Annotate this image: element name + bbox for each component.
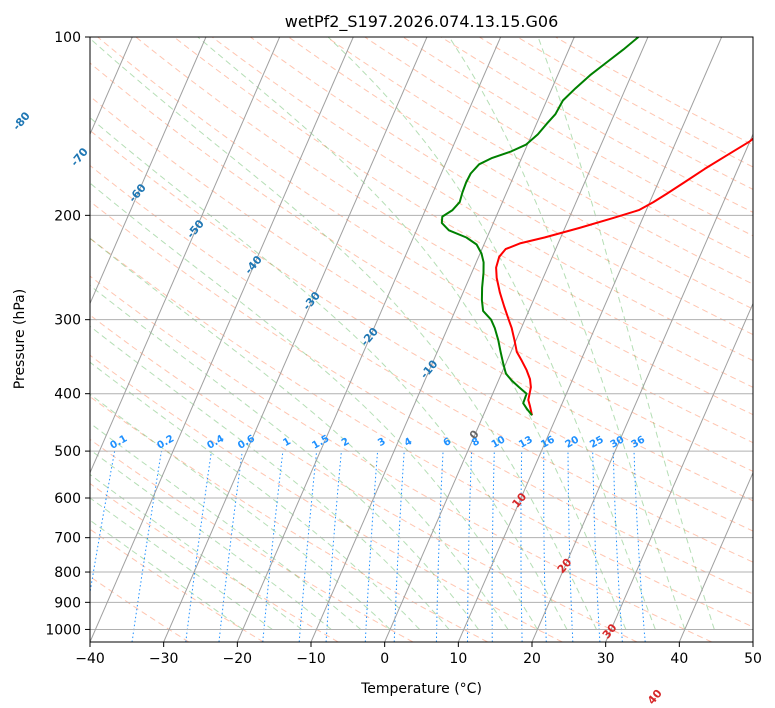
y-tick-label: 300	[54, 313, 81, 329]
x-tick-label: 20	[523, 651, 541, 667]
mixing-ratio-line	[325, 451, 342, 642]
moist-adiabat	[537, 37, 715, 630]
isotherm-gridline	[90, 37, 207, 305]
dewpoint-profile	[440, 37, 640, 416]
moist-adiabat	[90, 116, 568, 630]
y-tick-label: 500	[54, 444, 81, 460]
y-tick-label: 700	[54, 531, 81, 547]
x-tick-label: −20	[223, 651, 253, 667]
isotherm-gridline	[90, 37, 281, 474]
mixing-ratio-line	[262, 451, 284, 642]
dry-adiabat	[479, 37, 753, 190]
x-tick-label: 40	[670, 651, 688, 667]
moist-adiabat	[197, 37, 627, 630]
dry-adiabat	[90, 129, 753, 532]
mixing-ratio-line	[218, 451, 243, 642]
isotherm-gridline	[605, 302, 753, 642]
dry-adiabat	[90, 482, 339, 642]
mixing-ratio-line	[298, 451, 318, 642]
moist-adiabat	[90, 497, 273, 630]
x-tick-label: 10	[449, 651, 467, 667]
y-tick-label: 400	[54, 387, 81, 403]
y-axis-label: Pressure (hPa)	[12, 289, 28, 389]
moist-adiabat	[90, 237, 509, 630]
isotherm-gridline	[236, 37, 502, 642]
dry-adiabat	[90, 314, 638, 642]
mixing-ratio-label: 6	[442, 436, 454, 449]
moist-adiabat	[90, 449, 332, 630]
dry-adiabat	[364, 37, 753, 261]
y-tick-label: 800	[54, 565, 81, 581]
x-tick-label: −40	[75, 651, 105, 667]
dry-adiabat	[90, 164, 753, 563]
dry-adiabat	[250, 37, 753, 336]
x-tick-label: 50	[744, 651, 762, 667]
mixing-ratio-label: 8	[470, 436, 482, 449]
x-tick-label: −10	[296, 651, 326, 667]
chart-title: wetPf2_S197.2026.074.13.15.G06	[285, 12, 559, 32]
plot-frame	[89, 36, 754, 643]
moist-adiabat	[90, 361, 420, 630]
dry-adiabat	[288, 37, 753, 310]
isotherm-gridline	[310, 37, 575, 642]
moist-adiabat	[90, 182, 538, 630]
moist-adiabat	[327, 37, 656, 630]
y-tick-label: 1000	[45, 622, 81, 638]
isotherm-gridline	[90, 37, 354, 642]
moist-adiabat	[90, 422, 362, 630]
temperature-profile	[495, 137, 753, 416]
x-tick-label: −30	[149, 651, 179, 667]
isotherm-gridline	[531, 132, 753, 642]
y-tick-label: 600	[54, 491, 81, 507]
x-axis-label: Temperature (°C)	[360, 681, 482, 697]
x-tick-label: 0	[380, 651, 389, 667]
isotherm-gridline	[163, 37, 428, 642]
mixing-ratio-label: 2	[340, 436, 352, 449]
dry-adiabat	[440, 37, 753, 213]
dry-adiabat	[90, 200, 753, 595]
y-tick-label: 100	[54, 30, 81, 46]
moist-adiabat	[90, 37, 597, 630]
mixing-ratio-label: 4	[403, 436, 415, 449]
isotherm-gridline	[384, 37, 649, 642]
mixing-ratio-label: 1	[281, 436, 293, 449]
dry-adiabat	[90, 62, 753, 472]
mixing-ratio-label: 3	[376, 436, 388, 449]
dry-adiabat	[90, 237, 753, 628]
mixing-ratio-line	[185, 451, 212, 642]
moist-adiabat	[90, 519, 244, 630]
dry-adiabat	[90, 354, 563, 642]
moist-adiabat	[90, 284, 479, 630]
dry-adiabat	[517, 37, 753, 168]
dry-adiabat	[326, 37, 753, 285]
isotherm-gridline	[457, 37, 723, 642]
dry-adiabat	[97, 37, 753, 444]
moist-adiabat	[90, 393, 391, 630]
isotherm-gridline	[678, 471, 753, 642]
dry-adiabat	[555, 37, 753, 146]
y-tick-label: 900	[54, 595, 81, 611]
dry-adiabat	[402, 37, 753, 237]
y-tick-label: 200	[54, 208, 81, 224]
x-tick-label: 30	[597, 651, 615, 667]
moist-adiabat	[448, 37, 686, 630]
